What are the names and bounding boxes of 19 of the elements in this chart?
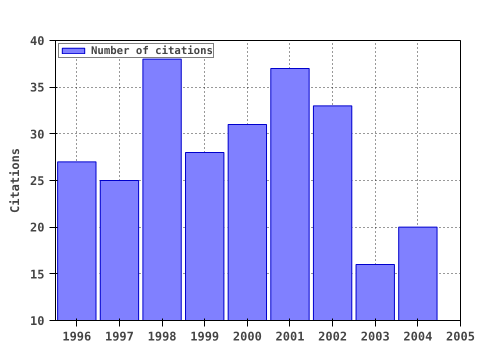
legend-label: Number of citations bbox=[91, 44, 213, 57]
y-tick-label: 35 bbox=[30, 80, 45, 95]
x-tick-label: 2004 bbox=[403, 330, 432, 344]
x-tick-label: 2001 bbox=[276, 330, 304, 344]
y-tick-label: 40 bbox=[30, 34, 45, 48]
x-tick-label: 2002 bbox=[318, 330, 348, 344]
y-tick-label: 25 bbox=[30, 174, 45, 188]
x-tick-label: 1997 bbox=[105, 330, 134, 344]
x-tick-label: 1999 bbox=[190, 330, 220, 344]
y-tick-label: 20 bbox=[30, 220, 45, 235]
y-tick-label: 10 bbox=[30, 314, 45, 328]
x-tick-label: 2005 bbox=[446, 330, 475, 344]
x-tick-label: 2000 bbox=[232, 330, 262, 344]
y-tick-label: 30 bbox=[30, 127, 45, 142]
x-tick-label: 1998 bbox=[148, 330, 177, 344]
x-tick-label: 2003 bbox=[360, 330, 390, 344]
y-axis-title: Citations bbox=[8, 148, 22, 214]
y-tick-label: 15 bbox=[30, 267, 45, 282]
x-tick-label: 1996 bbox=[62, 330, 92, 344]
